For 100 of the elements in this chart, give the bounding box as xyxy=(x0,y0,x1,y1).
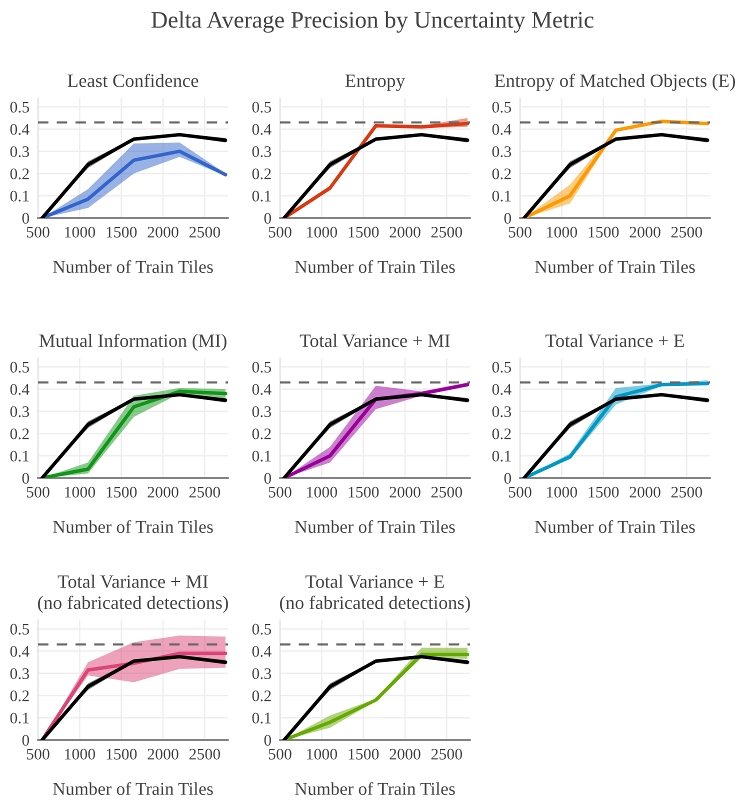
y-tick-label: 0.2 xyxy=(10,428,29,440)
y-tick-label: 0.3 xyxy=(492,406,512,418)
x-tick-label: 500 xyxy=(26,748,50,760)
y-tick-label: 0.3 xyxy=(252,668,272,680)
chart-title: Mutual Information (MI) xyxy=(39,334,226,351)
y-tick-label: 0.4 xyxy=(252,124,272,135)
y-tick-label: 0.2 xyxy=(252,168,271,180)
x-tick-label: 2500 xyxy=(431,748,462,760)
y-tick-label: 0.3 xyxy=(252,146,272,158)
y-tick-label: 0.5 xyxy=(492,362,512,373)
x-axis-title: Number of Train Tiles xyxy=(52,520,213,533)
y-tick-label: 0.5 xyxy=(252,362,272,373)
x-tick-label: 1500 xyxy=(348,486,379,498)
y-tick-label: 0.4 xyxy=(492,124,512,135)
y-tick-label: 0 xyxy=(264,472,272,484)
x-tick-label: 500 xyxy=(268,748,292,760)
chart-title: Total Variance + E (no fabricated detections) xyxy=(280,574,470,613)
x-tick-label: 2000 xyxy=(390,226,420,238)
x-tick-label: 1500 xyxy=(106,748,137,760)
y-tick-label: 0 xyxy=(504,212,512,224)
x-tick-label: 1000 xyxy=(65,486,96,498)
y-tick-label: 0 xyxy=(264,734,272,746)
x-axis-title: Number of Train Tiles xyxy=(294,260,455,273)
x-tick-label: 2500 xyxy=(431,486,462,498)
y-tick-label: 0.3 xyxy=(492,146,512,158)
y-tick-label: 0.4 xyxy=(10,384,30,395)
x-tick-label: 1000 xyxy=(547,486,578,498)
x-axis-title: Number of Train Tiles xyxy=(294,520,455,533)
x-tick-label: 1500 xyxy=(588,226,619,238)
y-tick-label: 0 xyxy=(22,472,30,484)
x-tick-label: 1000 xyxy=(65,226,96,238)
y-tick-label: 0.2 xyxy=(492,428,511,440)
y-tick-label: 0.2 xyxy=(10,168,29,180)
y-tick-label: 0.1 xyxy=(492,450,511,462)
x-tick-label: 1500 xyxy=(106,226,137,238)
y-tick-label: 0.4 xyxy=(252,646,272,657)
x-tick-label: 1000 xyxy=(65,748,96,760)
x-tick-label: 2000 xyxy=(630,226,660,238)
x-tick-label: 500 xyxy=(26,486,50,498)
chart-title: Entropy of Matched Objects (E) xyxy=(494,74,735,91)
y-tick-label: 0.4 xyxy=(252,384,272,395)
x-tick-label: 2000 xyxy=(390,486,420,498)
y-tick-label: 0.4 xyxy=(492,384,512,395)
y-tick-label: 0.3 xyxy=(10,406,30,418)
x-tick-label: 2000 xyxy=(148,748,178,760)
y-tick-label: 0.1 xyxy=(10,190,29,202)
y-tick-label: 0.2 xyxy=(252,690,271,702)
x-tick-label: 2000 xyxy=(390,748,420,760)
y-tick-label: 0.2 xyxy=(252,428,271,440)
x-tick-label: 500 xyxy=(268,486,292,498)
y-tick-label: 0.3 xyxy=(10,146,30,158)
x-axis-title: Number of Train Tiles xyxy=(534,260,695,273)
y-tick-label: 0.4 xyxy=(10,646,30,657)
y-tick-label: 0.1 xyxy=(492,190,511,202)
x-tick-label: 500 xyxy=(26,226,50,238)
chart-title: Total Variance + E xyxy=(546,334,684,348)
y-tick-label: 0.4 xyxy=(10,124,30,135)
y-tick-label: 0.5 xyxy=(252,624,272,635)
y-tick-label: 0.5 xyxy=(492,102,512,113)
y-tick-label: 0.5 xyxy=(10,624,30,635)
x-tick-label: 1500 xyxy=(106,486,137,498)
chart-title: Total Variance + MI xyxy=(300,334,450,348)
y-tick-label: 0.3 xyxy=(10,668,30,680)
y-tick-label: 0.5 xyxy=(252,102,272,113)
x-tick-label: 2000 xyxy=(148,226,178,238)
x-axis-title: Number of Train Tiles xyxy=(534,520,695,533)
x-tick-label: 1000 xyxy=(307,226,338,238)
x-tick-label: 2500 xyxy=(671,486,702,498)
x-tick-label: 2500 xyxy=(189,226,220,238)
chart-title: Entropy xyxy=(345,74,406,91)
x-tick-label: 1500 xyxy=(348,226,379,238)
x-axis-title: Number of Train Tiles xyxy=(52,260,213,273)
y-tick-label: 0.2 xyxy=(10,690,29,702)
x-axis-title: Number of Train Tiles xyxy=(294,782,455,795)
x-tick-label: 1000 xyxy=(547,226,578,238)
y-tick-label: 0.1 xyxy=(252,712,271,724)
y-tick-label: 0 xyxy=(264,212,272,224)
y-tick-label: 0.1 xyxy=(10,712,29,724)
x-tick-label: 2500 xyxy=(189,486,220,498)
y-tick-label: 0.5 xyxy=(10,102,30,113)
x-tick-label: 2500 xyxy=(671,226,702,238)
x-tick-label: 500 xyxy=(508,226,532,238)
x-tick-label: 2000 xyxy=(630,486,660,498)
x-tick-label: 500 xyxy=(268,226,292,238)
text: Delta Average Precision by Uncertainty Metric xyxy=(151,11,594,33)
x-tick-label: 2500 xyxy=(431,226,462,238)
y-tick-label: 0.2 xyxy=(492,168,511,180)
y-tick-label: 0.3 xyxy=(252,406,272,418)
x-tick-label: 2000 xyxy=(148,486,178,498)
x-tick-label: 2500 xyxy=(189,748,220,760)
y-tick-label: 0.1 xyxy=(252,450,271,462)
y-tick-label: 0 xyxy=(504,472,512,484)
x-tick-label: 500 xyxy=(508,486,532,498)
y-tick-label: 0.5 xyxy=(10,362,30,373)
chart-title: Total Variance + MI (no fabricated detections) xyxy=(38,574,228,613)
x-tick-label: 1000 xyxy=(307,748,338,760)
y-tick-label: 0.1 xyxy=(252,190,271,202)
y-tick-label: 0.1 xyxy=(10,450,29,462)
x-tick-label: 1000 xyxy=(307,486,338,498)
chart-title: Least Confidence xyxy=(68,74,198,88)
